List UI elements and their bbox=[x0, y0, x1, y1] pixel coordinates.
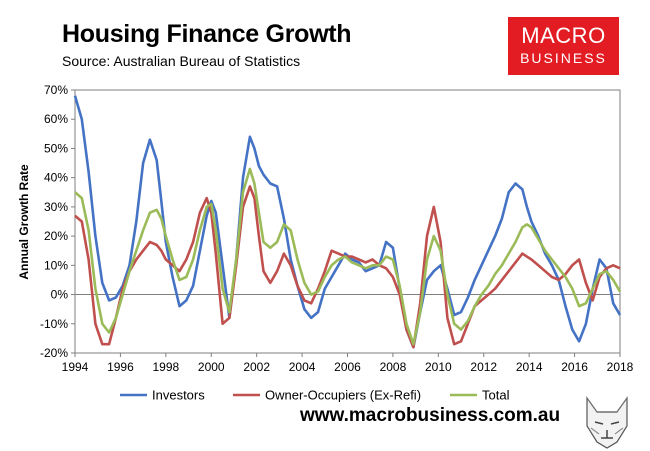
y-tick-label: 30% bbox=[44, 200, 68, 214]
x-tick-label: 2014 bbox=[516, 360, 543, 374]
x-tick-label: 1994 bbox=[62, 360, 89, 374]
series-line-investors bbox=[73, 95, 622, 349]
y-tick-label: 0% bbox=[51, 288, 69, 302]
macrobusiness-logo: MACRO BUSINESS bbox=[508, 17, 619, 75]
y-tick-label: 60% bbox=[44, 112, 68, 126]
fox-mascot-icon bbox=[586, 396, 628, 449]
website-url: www.macrobusiness.com.au bbox=[300, 405, 561, 426]
x-tick-label: 2018 bbox=[607, 360, 634, 374]
logo-line1: MACRO bbox=[521, 23, 606, 48]
y-tick-label: 10% bbox=[44, 258, 68, 272]
x-tick-label: 2008 bbox=[380, 360, 407, 374]
page-title: Housing Finance Growth bbox=[62, 20, 352, 48]
x-tick-label: 2004 bbox=[289, 360, 316, 374]
x-tick-label: 1996 bbox=[107, 360, 134, 374]
y-tick-label: 40% bbox=[44, 171, 68, 185]
x-tick-label: 2006 bbox=[334, 360, 361, 374]
legend-label: Total bbox=[482, 388, 510, 403]
x-tick-label: 2000 bbox=[198, 360, 225, 374]
x-tick-label: 1998 bbox=[152, 360, 179, 374]
x-tick-label: 2010 bbox=[425, 360, 452, 374]
plot-area-border bbox=[74, 89, 621, 354]
legend-label: Investors bbox=[152, 388, 205, 403]
legend-label: Owner-Occupiers (Ex-Refi) bbox=[265, 388, 421, 403]
x-tick-label: 2002 bbox=[243, 360, 270, 374]
x-tick-label: 2016 bbox=[561, 360, 588, 374]
y-tick-label: -10% bbox=[40, 317, 68, 331]
logo-line2: BUSINESS bbox=[520, 50, 607, 66]
y-tick-label: -20% bbox=[40, 346, 68, 360]
series-line-total bbox=[74, 167, 622, 346]
y-axis-label: Annual Growth Rate bbox=[17, 164, 31, 280]
series-line-owner-occupiers-ex-refi bbox=[74, 185, 621, 349]
y-tick-label: 70% bbox=[44, 83, 68, 97]
y-tick-label: 20% bbox=[44, 229, 68, 243]
chart-source: Source: Australian Bureau of Statistics bbox=[62, 53, 301, 69]
y-tick-label: 50% bbox=[44, 141, 68, 155]
x-tick-label: 2012 bbox=[470, 360, 497, 374]
